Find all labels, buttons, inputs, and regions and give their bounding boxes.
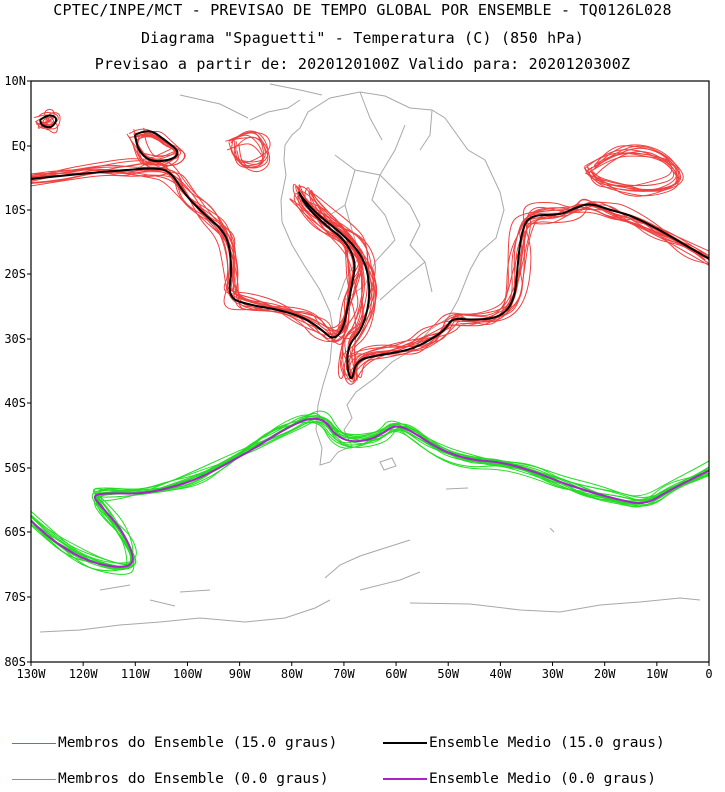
member-blob-15c bbox=[227, 132, 271, 164]
member-blob-15c bbox=[42, 112, 61, 130]
falklands-islands bbox=[379, 457, 397, 471]
legend-label: Membros do Ensemble (15.0 graus) bbox=[58, 735, 338, 751]
legend-item-members-15c: Membros do Ensemble (15.0 graus) bbox=[12, 735, 337, 751]
lon-tick-label: 110W bbox=[121, 667, 151, 681]
member-contour-0c bbox=[31, 421, 709, 568]
member-blob-15c bbox=[586, 145, 684, 192]
member-contour-15c bbox=[31, 169, 706, 380]
lon-tick-label: 60W bbox=[385, 667, 407, 681]
lat-tick-label: 60S bbox=[4, 525, 26, 539]
member-blob-15c bbox=[588, 155, 679, 197]
legend-item-mean-15c: Ensemble Medio (15.0 graus) bbox=[383, 735, 665, 751]
lon-tick-label: 20W bbox=[594, 667, 616, 681]
mean-contour-15c bbox=[31, 167, 709, 380]
member-blob-15c bbox=[226, 140, 264, 168]
member-contour-15c bbox=[31, 174, 709, 381]
lon-tick-label: 100W bbox=[173, 667, 203, 681]
member-contour-15c bbox=[31, 160, 705, 372]
south-america-coast bbox=[280, 91, 505, 466]
lat-tick-label: 40S bbox=[4, 396, 26, 410]
lon-tick-label: 90W bbox=[229, 667, 251, 681]
member-contour-15c bbox=[31, 158, 709, 371]
longitude-axis: 130W 120W 110W 100W 90W 80W 70W 60W 50W 40W 30W 20W… bbox=[17, 662, 713, 681]
lat-tick-label: 50S bbox=[4, 461, 26, 475]
member-contour-15c bbox=[31, 171, 709, 382]
map-frame bbox=[30, 80, 710, 663]
south-georgia bbox=[445, 487, 469, 490]
latitude-axis: 10N EQ 10S 20S 30S 40S 50S 60S 70S 80S bbox=[4, 74, 31, 669]
legend-label: Ensemble Medio (15.0 graus) bbox=[429, 735, 665, 751]
chart-title-line1: CPTEC/INPE/MCT - PREVISAO DE TEMPO GLOBA… bbox=[53, 1, 672, 19]
member-blob-15c bbox=[136, 130, 186, 167]
member-contour-0c bbox=[31, 421, 709, 572]
lat-tick-label: 80S bbox=[4, 655, 26, 669]
lon-tick-label: 10W bbox=[646, 667, 668, 681]
lon-tick-label: 30W bbox=[542, 667, 564, 681]
mean-blob-15c bbox=[134, 130, 179, 163]
legend-label: Ensemble Medio (0.0 graus) bbox=[429, 771, 656, 787]
lat-tick-label: 30S bbox=[4, 332, 26, 346]
pacific-islands bbox=[99, 527, 555, 607]
lat-tick-label: EQ bbox=[12, 139, 26, 153]
legend-swatch-black bbox=[383, 742, 427, 744]
legend-label: Membros do Ensemble (0.0 graus) bbox=[58, 771, 329, 787]
member-blob-15c bbox=[230, 134, 264, 168]
legend-swatch-red bbox=[12, 742, 56, 744]
coastline-layer bbox=[39, 83, 701, 633]
lon-tick-label: 0 bbox=[705, 667, 712, 681]
chart-title-line2: Diagrama "Spaguetti" - Temperatura (C) (… bbox=[140, 29, 585, 47]
mean-contour-0c bbox=[31, 417, 709, 568]
lon-tick-label: 70W bbox=[333, 667, 355, 681]
member-blob-15c bbox=[583, 147, 678, 191]
legend-item-mean-0c: Ensemble Medio (0.0 graus) bbox=[383, 771, 656, 787]
member-blob-15c bbox=[225, 136, 271, 173]
ensemble-mean-15c bbox=[31, 114, 709, 380]
lat-tick-label: 10S bbox=[4, 203, 26, 217]
lon-tick-label: 40W bbox=[490, 667, 512, 681]
lon-tick-label: 130W bbox=[17, 667, 47, 681]
legend-item-members-0c: Membros do Ensemble (0.0 graus) bbox=[12, 771, 329, 787]
lat-tick-label: 10N bbox=[4, 74, 26, 88]
antarctic-peninsula bbox=[39, 539, 701, 633]
member-blob-15c bbox=[134, 134, 182, 165]
legend-swatch-purple bbox=[383, 778, 427, 780]
mean-blob-15c bbox=[39, 114, 58, 129]
lon-tick-label: 80W bbox=[281, 667, 303, 681]
ensemble-mean-0c bbox=[31, 417, 709, 568]
chart-title-line3: Previsao a partir de: 2020120100Z Valido… bbox=[94, 55, 631, 73]
member-contour-15c bbox=[31, 170, 709, 376]
lon-tick-label: 120W bbox=[69, 667, 99, 681]
member-blob-15c bbox=[37, 116, 53, 129]
lat-tick-label: 70S bbox=[4, 590, 26, 604]
member-contour-15c bbox=[31, 161, 709, 385]
caribbean-coast bbox=[179, 83, 323, 121]
legend-swatch-green bbox=[12, 778, 56, 780]
lon-tick-label: 50W bbox=[437, 667, 459, 681]
member-blob-15c bbox=[583, 152, 675, 187]
member-blob-15c bbox=[133, 131, 180, 161]
ensemble-members-15c bbox=[31, 108, 709, 385]
lat-tick-label: 20S bbox=[4, 267, 26, 281]
member-blob-15c bbox=[591, 150, 678, 192]
